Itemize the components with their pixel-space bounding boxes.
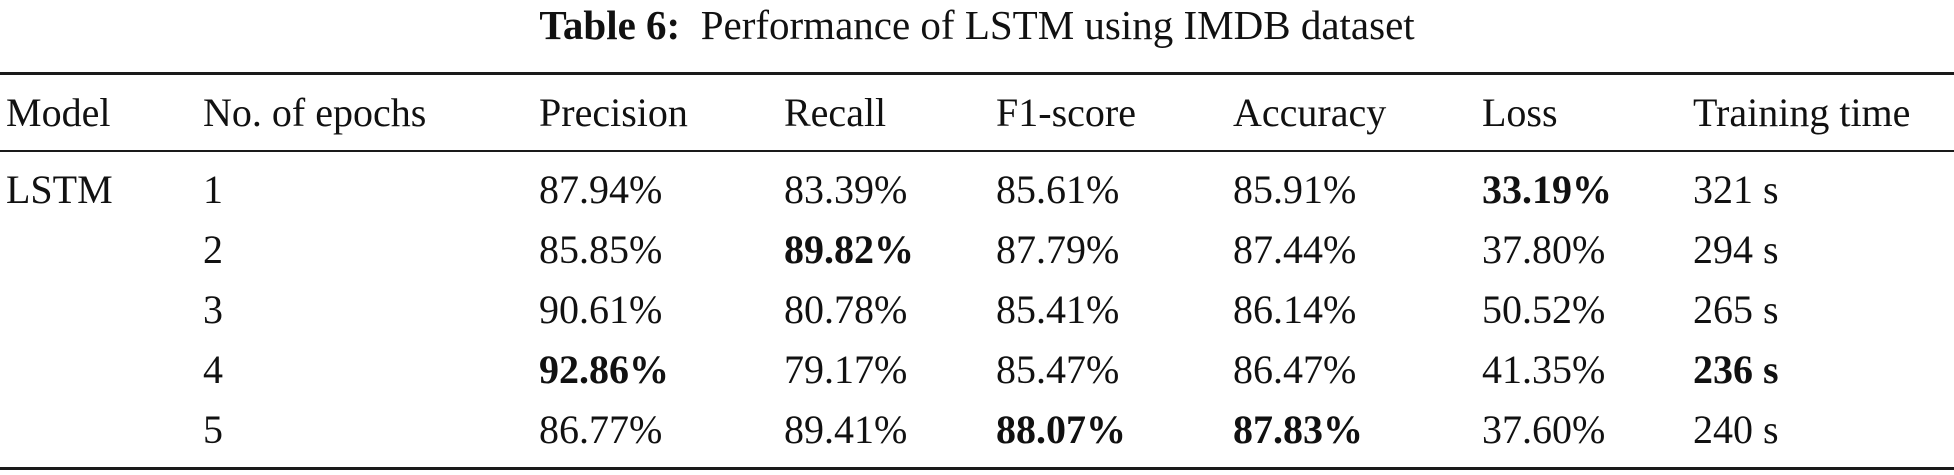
table-header-rule (0, 150, 1954, 152)
table-header-row: Model No. of epochs Precision Recall F1-… (0, 83, 1954, 143)
table-row: 4 92.86% 79.17% 85.47% 86.47% 41.35% 236… (0, 340, 1954, 400)
cell-accuracy: 87.44% (1233, 227, 1357, 272)
cell-epochs: 5 (203, 407, 223, 452)
cell-training-time: 265 s (1693, 287, 1779, 332)
header-f1-score: F1-score (996, 90, 1136, 135)
cell-loss: 37.80% (1482, 227, 1606, 272)
cell-training-time: 240 s (1693, 407, 1779, 452)
table-row: 3 90.61% 80.78% 85.41% 86.14% 50.52% 265… (0, 280, 1954, 340)
header-accuracy: Accuracy (1233, 90, 1387, 135)
cell-precision: 87.94% (539, 167, 663, 212)
cell-model: LSTM (6, 167, 113, 212)
cell-loss: 41.35% (1482, 347, 1606, 392)
cell-precision: 85.85% (539, 227, 663, 272)
table-top-rule (0, 72, 1954, 75)
cell-recall: 80.78% (784, 287, 908, 332)
cell-f1-score: 85.41% (996, 287, 1120, 332)
cell-training-time: 236 s (1693, 347, 1779, 392)
cell-recall: 83.39% (784, 167, 908, 212)
cell-precision: 86.77% (539, 407, 663, 452)
header-training-time: Training time (1693, 90, 1911, 135)
cell-loss: 33.19% (1482, 167, 1612, 212)
table-caption: Table 6: Performance of LSTM using IMDB … (0, 0, 1954, 50)
header-recall: Recall (784, 90, 887, 135)
header-epochs: No. of epochs (203, 90, 427, 135)
cell-epochs: 1 (203, 167, 223, 212)
cell-loss: 50.52% (1482, 287, 1606, 332)
header-model: Model (6, 90, 111, 135)
cell-precision: 90.61% (539, 287, 663, 332)
table-row: LSTM 1 87.94% 83.39% 85.61% 85.91% 33.19… (0, 160, 1954, 220)
cell-f1-score: 87.79% (996, 227, 1120, 272)
cell-epochs: 4 (203, 347, 223, 392)
cell-accuracy: 86.14% (1233, 287, 1357, 332)
cell-epochs: 2 (203, 227, 223, 272)
cell-precision: 92.86% (539, 347, 669, 392)
cell-accuracy: 87.83% (1233, 407, 1363, 452)
table-bottom-rule (0, 467, 1954, 470)
table-caption-label: Table 6: (539, 2, 681, 48)
cell-accuracy: 86.47% (1233, 347, 1357, 392)
table-row: 5 86.77% 89.41% 88.07% 87.83% 37.60% 240… (0, 400, 1954, 460)
cell-f1-score: 85.61% (996, 167, 1120, 212)
cell-recall: 89.41% (784, 407, 908, 452)
cell-recall: 89.82% (784, 227, 914, 272)
cell-f1-score: 85.47% (996, 347, 1120, 392)
cell-recall: 79.17% (784, 347, 908, 392)
table-caption-text: Performance of LSTM using IMDB dataset (700, 2, 1415, 48)
cell-f1-score: 88.07% (996, 407, 1126, 452)
cell-epochs: 3 (203, 287, 223, 332)
cell-training-time: 294 s (1693, 227, 1779, 272)
header-loss: Loss (1482, 90, 1558, 135)
table-row: 2 85.85% 89.82% 87.79% 87.44% 37.80% 294… (0, 220, 1954, 280)
cell-training-time: 321 s (1693, 167, 1779, 212)
header-precision: Precision (539, 90, 688, 135)
cell-loss: 37.60% (1482, 407, 1606, 452)
cell-accuracy: 85.91% (1233, 167, 1357, 212)
